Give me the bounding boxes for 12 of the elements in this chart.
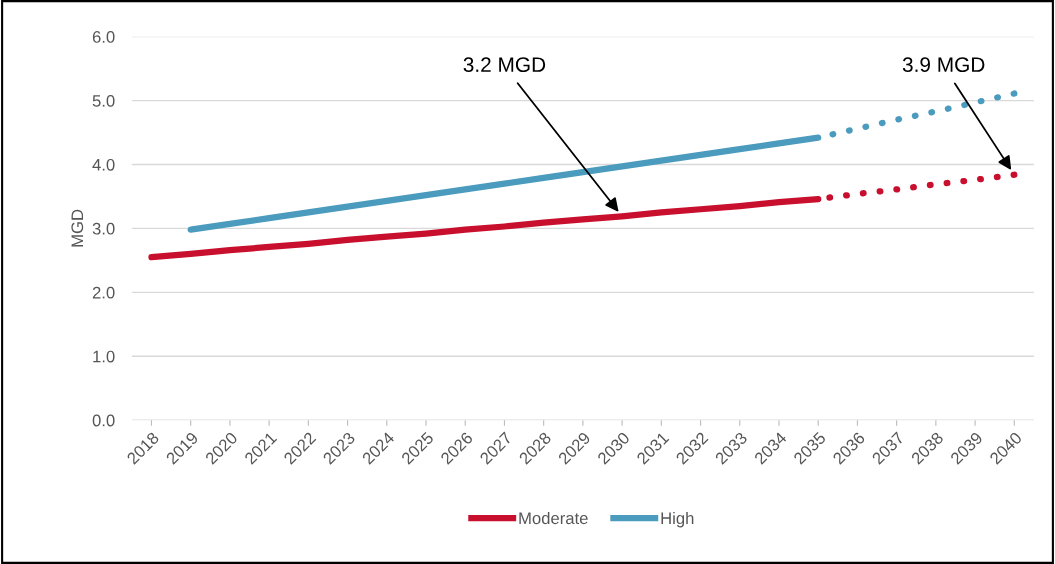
y-tick-label: 3.0 bbox=[92, 222, 115, 235]
y-tick-label: 2.0 bbox=[92, 286, 115, 299]
annotation: 3.9 MGD bbox=[902, 57, 985, 73]
y-tick-label: 1.0 bbox=[93, 350, 115, 363]
annotation: 3.2 MGD bbox=[463, 57, 546, 73]
y-axis-title: MGD bbox=[71, 209, 84, 247]
y-tick-label: 4.0 bbox=[92, 158, 115, 171]
y-tick-label: 5.0 bbox=[92, 94, 115, 107]
y-tick-label: 6.0 bbox=[92, 31, 115, 43]
legend-label: High bbox=[661, 511, 694, 528]
legend-label: Moderate bbox=[519, 511, 588, 525]
y-tick-label: 0.0 bbox=[92, 414, 115, 427]
